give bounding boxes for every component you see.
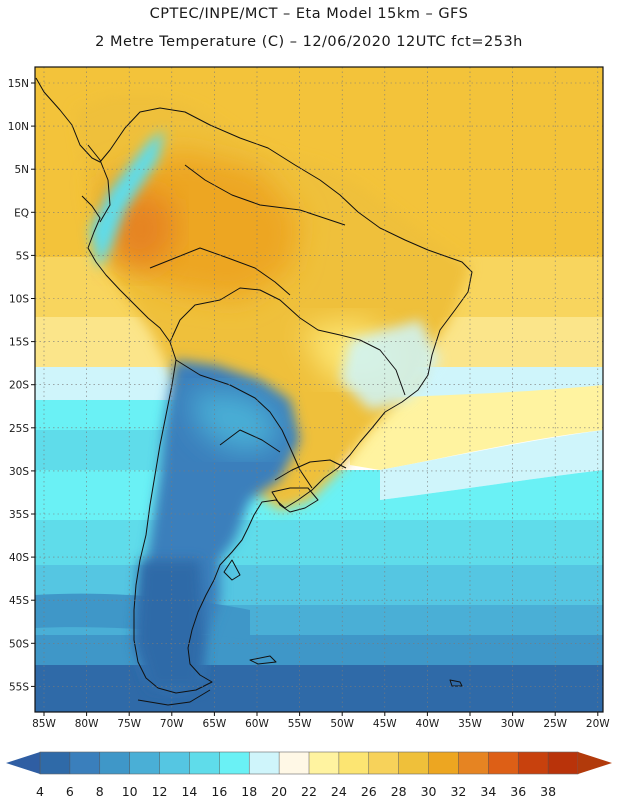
longitude-label: 30W xyxy=(501,718,525,730)
colorbar-segment xyxy=(219,752,250,774)
colorbar-level-label: 32 xyxy=(450,784,466,799)
latitude-label: 45S xyxy=(9,595,29,607)
colorbar-segment xyxy=(368,752,400,774)
colorbar-segment xyxy=(309,752,340,774)
graticule xyxy=(35,67,603,712)
longitude-label: 60W xyxy=(245,718,269,730)
longitude-label: 25W xyxy=(543,718,567,730)
chart-title-line-2: 2 Metre Temperature (C) – 12/06/2020 12U… xyxy=(95,34,523,50)
longitude-labels: 85W 80W 75W 70W 65W 60W 55W 50W 45W 40W 35W 30W 25W 2… xyxy=(32,712,610,730)
temperature-map: 15N 10N 5N EQ 5S 10S 15S 20S 25S 30S 35S 40S 45S 50S 5… xyxy=(8,66,610,730)
latitude-label: 40S xyxy=(9,552,29,564)
latitude-label: 10N xyxy=(8,121,29,133)
longitude-label: 20W xyxy=(586,718,610,730)
coastline-and-borders xyxy=(35,77,473,706)
temperature-field xyxy=(35,67,603,712)
colorbar-level-label: 38 xyxy=(540,784,556,799)
colorbar-level-label: 4 xyxy=(36,784,44,799)
colorbar-level-label: 28 xyxy=(391,784,407,799)
colorbar-segment xyxy=(40,752,71,774)
colorbar-level-label: 6 xyxy=(66,784,74,799)
longitude-label: 75W xyxy=(117,718,141,730)
colorbar-level-label: 26 xyxy=(361,784,377,799)
colorbar-segment xyxy=(338,752,370,774)
longitude-label: 55W xyxy=(288,718,312,730)
longitude-label: 85W xyxy=(32,718,56,730)
colorbar-level-label: 34 xyxy=(480,784,496,799)
colorbar-low-arrow xyxy=(6,752,40,774)
latitude-label: 55S xyxy=(9,681,29,693)
map-frame xyxy=(34,66,604,713)
latitude-label: 15S xyxy=(9,337,29,349)
latitude-label: 25S xyxy=(9,423,29,435)
colorbar-level-label: 30 xyxy=(421,784,437,799)
colorbar-segment xyxy=(249,752,280,774)
latitude-label: 5S xyxy=(16,250,30,262)
colorbar-segment xyxy=(69,752,101,774)
colorbar-segment xyxy=(129,752,161,774)
latitude-label: 30S xyxy=(9,466,29,478)
latitude-label: 5N xyxy=(14,164,29,176)
longitude-label: 80W xyxy=(75,718,99,730)
colorbar-level-label: 36 xyxy=(510,784,526,799)
colorbar-segment xyxy=(159,752,190,774)
longitude-label: 35W xyxy=(458,718,482,730)
colorbar-level-label: 10 xyxy=(122,784,138,799)
colorbar-level-label: 20 xyxy=(271,784,287,799)
latitude-label: 20S xyxy=(9,380,29,392)
colorbar-segment xyxy=(99,752,131,774)
latitude-labels: 15N 10N 5N EQ 5S 10S 15S 20S 25S 30S 35S 40S 45S 50S 5… xyxy=(8,78,35,693)
longitude-label: 65W xyxy=(203,718,227,730)
colorbar: 4 6 8 10 12 14 16 18 20 22 24 26 28 30 32 34 36 38 xyxy=(6,751,612,799)
latitude-label: 10S xyxy=(9,294,29,306)
colorbar-level-label: 22 xyxy=(301,784,317,799)
colorbar-segment xyxy=(398,752,430,774)
latitude-label: 35S xyxy=(9,509,29,521)
colorbar-high-arrow xyxy=(578,752,612,774)
longitude-label: 50W xyxy=(330,718,354,730)
colorbar-level-label: 8 xyxy=(96,784,104,799)
colorbar-segment xyxy=(279,752,310,774)
colorbar-segment xyxy=(518,752,549,774)
colorbar-level-label: 12 xyxy=(152,784,168,799)
longitude-label: 40W xyxy=(416,718,440,730)
latitude-label: EQ xyxy=(14,207,29,219)
latitude-label: 50S xyxy=(9,638,29,650)
colorbar-segment xyxy=(548,752,579,774)
colorbar-level-label: 24 xyxy=(331,784,347,799)
colorbar-level-label: 16 xyxy=(211,784,227,799)
colorbar-segment xyxy=(458,752,489,774)
colorbar-segment xyxy=(488,752,519,774)
colorbar-level-label: 18 xyxy=(241,784,257,799)
longitude-label: 70W xyxy=(160,718,184,730)
colorbar-segment xyxy=(189,752,220,774)
longitude-label: 45W xyxy=(373,718,397,730)
colorbar-level-label: 14 xyxy=(181,784,197,799)
latitude-label: 15N xyxy=(8,78,29,90)
chart-title-line-1: CPTEC/INPE/MCT – Eta Model 15km – GFS xyxy=(149,6,469,22)
colorbar-segment xyxy=(428,752,459,774)
